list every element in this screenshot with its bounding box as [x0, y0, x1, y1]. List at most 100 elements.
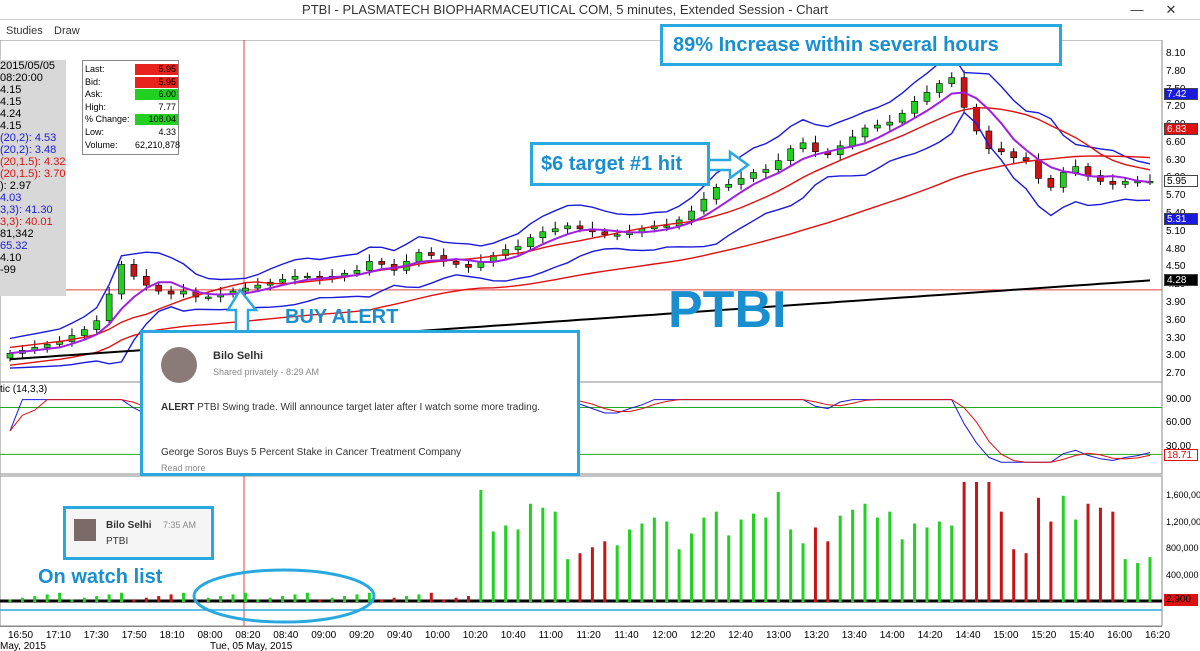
- candle-body: [613, 234, 621, 237]
- candle: [725, 179, 732, 191]
- volume-bar: [652, 517, 656, 602]
- volume-bar: [925, 527, 929, 602]
- time-axis: 16:50 17:10 17:30 17:50 18:10 08:00 08:20 08:40…: [0, 626, 1170, 651]
- session-date-label: Tue, 05 May, 2015: [210, 641, 293, 651]
- candle-body: [898, 112, 906, 123]
- volume-bar: [120, 592, 124, 602]
- data-window-row: 4.15: [0, 120, 22, 132]
- volume-bar: [8, 599, 12, 602]
- social-post-card[interactable]: Bilo Selhi Shared privately - 8:29 AM AL…: [140, 330, 580, 476]
- candle: [130, 259, 138, 280]
- candle-body: [1084, 166, 1092, 176]
- menu-studies[interactable]: Studies: [6, 25, 43, 37]
- volume-bar: [975, 481, 979, 602]
- price-axis-label: 6.60: [1166, 136, 1186, 148]
- volume-bar: [45, 594, 49, 602]
- time-tick: 17:30: [83, 630, 109, 641]
- avatar: [161, 347, 197, 383]
- candle: [180, 283, 187, 298]
- volume-bar: [640, 523, 644, 602]
- candle: [750, 168, 757, 182]
- post-body: ALERT PTBI Swing trade. Will announce ta…: [161, 401, 571, 415]
- candle: [737, 171, 745, 190]
- keltner-upper: [9, 107, 1151, 349]
- volume-bar: [962, 481, 966, 602]
- volume-bar: [243, 592, 247, 602]
- time-tick: 11:20: [576, 630, 601, 641]
- data-window-row: 4.15: [0, 96, 22, 108]
- volume-bar: [330, 597, 334, 602]
- price-tag: 7.42: [1164, 88, 1198, 101]
- candle-body: [1059, 172, 1067, 188]
- volume-bar: [863, 503, 867, 602]
- candle-body: [43, 344, 51, 348]
- read-more-link[interactable]: Read more: [161, 463, 206, 473]
- candle-body: [812, 142, 819, 153]
- post-author[interactable]: Bilo Selhi: [213, 350, 264, 362]
- stochastic-pane-border: [0, 381, 1163, 475]
- candle-body: [750, 172, 757, 179]
- volume-bar: [380, 599, 384, 602]
- candle: [465, 259, 472, 273]
- candle: [998, 141, 1005, 156]
- time-tick: 09:00: [311, 630, 337, 641]
- candle-body: [415, 252, 423, 262]
- candle-body: [1047, 178, 1055, 188]
- chat-timestamp: 7:35 AM: [163, 520, 197, 530]
- candle-body: [1121, 181, 1129, 185]
- minimize-icon[interactable]: —: [1130, 2, 1144, 17]
- menu-draw[interactable]: Draw: [54, 25, 80, 37]
- candle: [502, 244, 509, 260]
- data-window-row: 08:20:00: [0, 72, 43, 84]
- post-news-link[interactable]: George Soros Buys 5 Percent Stake in Can…: [161, 447, 462, 458]
- time-tick: 12:20: [690, 630, 716, 641]
- candle-body: [242, 287, 249, 292]
- candle: [812, 135, 819, 158]
- price-chart[interactable]: [0, 40, 1200, 626]
- volume-bar: [913, 523, 917, 602]
- volume-bar: [875, 517, 879, 602]
- data-window-row: ): 2.97: [0, 180, 32, 192]
- volume-bar: [566, 559, 570, 602]
- candle-body: [799, 142, 807, 150]
- volume-bar: [1136, 563, 1140, 602]
- chat-message-card[interactable]: Bilo Selhi 7:35 AM PTBI: [63, 506, 214, 560]
- volume-bar: [504, 525, 508, 602]
- quote-label: % Change:: [85, 114, 130, 125]
- candle: [118, 260, 125, 300]
- volume-bar: [206, 597, 210, 602]
- data-window-row: (20,2): 3.48: [0, 144, 57, 156]
- price-tag: 6.83: [1164, 123, 1198, 136]
- candle: [539, 226, 547, 244]
- candle: [1084, 163, 1092, 181]
- candle-body: [465, 264, 472, 268]
- volume-bar: [1061, 495, 1065, 602]
- candle: [143, 269, 150, 291]
- volume-bar: [95, 596, 99, 602]
- quote-label: Bid:: [85, 76, 101, 87]
- volume-bar: [950, 525, 954, 602]
- volume-bar: [169, 594, 173, 602]
- time-tick: 11:40: [614, 630, 639, 641]
- stoch-value-tag: 18.71: [1164, 449, 1198, 462]
- candle: [564, 222, 571, 235]
- price-axis-label: 4.80: [1166, 243, 1186, 255]
- data-window-row: -99: [0, 264, 16, 276]
- close-icon[interactable]: ✕: [1165, 2, 1177, 17]
- candle: [1010, 148, 1017, 164]
- volume-bar: [144, 597, 148, 602]
- candle: [254, 278, 262, 292]
- candle-body: [502, 249, 509, 256]
- candle: [1047, 174, 1055, 191]
- candle-body: [279, 278, 286, 283]
- candle: [948, 72, 956, 88]
- volume-bar: [132, 599, 136, 602]
- candle-body: [514, 246, 522, 250]
- candle-body: [1022, 157, 1030, 161]
- candle-body: [998, 148, 1005, 153]
- quote-label: High:: [85, 101, 107, 112]
- candle-body: [428, 252, 435, 256]
- volume-bar: [1024, 553, 1028, 602]
- volume-bar: [541, 507, 545, 602]
- candle-body: [725, 184, 732, 188]
